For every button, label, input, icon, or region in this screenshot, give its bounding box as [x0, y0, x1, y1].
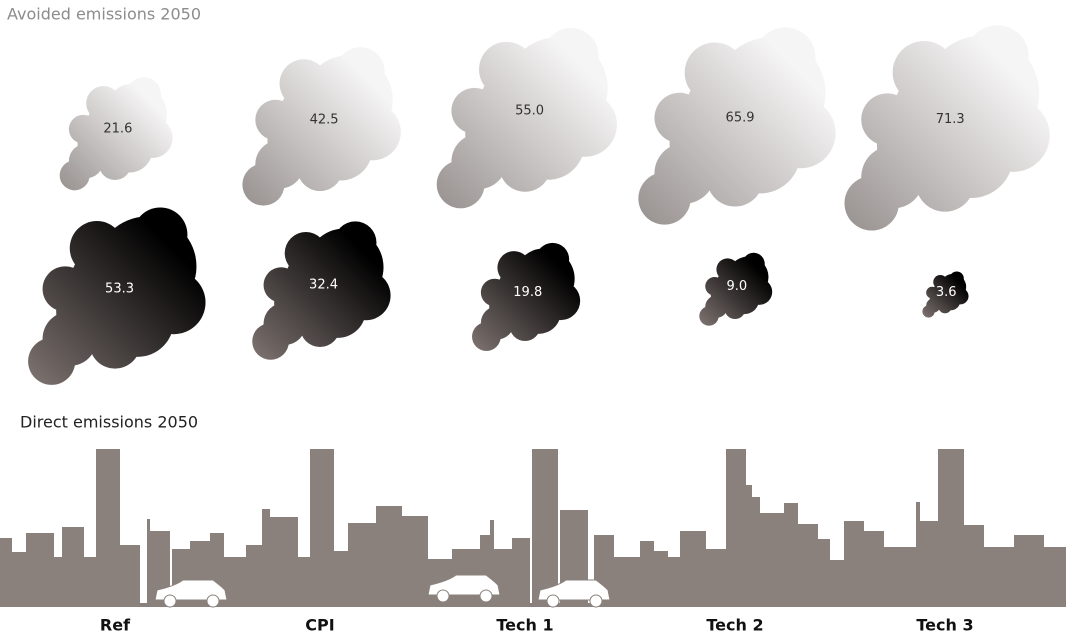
cloud [699, 252, 773, 326]
data-label: 9.0 [727, 279, 748, 294]
cloud [436, 28, 617, 209]
cloud [844, 25, 1050, 231]
cloud [242, 47, 401, 206]
data-label: 32.4 [309, 277, 338, 292]
cloud [59, 77, 173, 191]
cloud [922, 271, 969, 318]
data-label: 71.3 [936, 112, 965, 127]
series-label: Direct emissions 2050 [20, 413, 198, 432]
category-label: CPI [305, 616, 334, 635]
cloud [28, 207, 206, 385]
data-label: 3.6 [936, 285, 957, 300]
category-label: Tech 3 [916, 616, 973, 635]
data-label: 21.6 [103, 122, 132, 137]
skyline [0, 449, 1066, 607]
category-label: Tech 2 [706, 616, 763, 635]
cloud [252, 221, 391, 360]
data-label: 19.8 [513, 285, 542, 300]
cars [154, 574, 611, 608]
data-label: 65.9 [726, 110, 755, 125]
data-label: 42.5 [310, 112, 339, 127]
category-label: Ref [100, 616, 131, 635]
data-label: 53.3 [105, 281, 134, 296]
data-label: 55.0 [515, 103, 544, 118]
cloud [472, 242, 581, 351]
series-label: Avoided emissions 2050 [7, 5, 201, 24]
cloud [638, 27, 836, 225]
category-label: Tech 1 [496, 616, 553, 635]
